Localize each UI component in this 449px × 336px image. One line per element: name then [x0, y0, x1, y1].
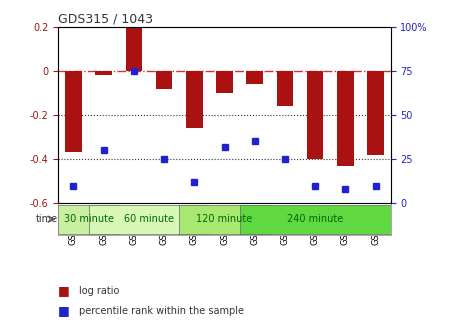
- Bar: [156, 71, 172, 89]
- Text: ■: ■: [58, 284, 70, 297]
- Text: time: time: [36, 214, 58, 224]
- Bar: [247, 71, 263, 84]
- Text: 240 minute: 240 minute: [287, 214, 343, 224]
- Bar: [307, 71, 323, 159]
- Text: percentile rank within the sample: percentile rank within the sample: [79, 306, 243, 316]
- Bar: [95, 71, 112, 75]
- Text: ■: ■: [58, 304, 70, 317]
- Bar: [186, 71, 202, 128]
- Bar: [65, 71, 82, 153]
- Bar: [126, 27, 142, 71]
- Bar: [58, 205, 119, 234]
- Bar: [88, 205, 209, 234]
- Text: 30 minute: 30 minute: [64, 214, 114, 224]
- Bar: [216, 71, 233, 93]
- Bar: [179, 205, 270, 234]
- Bar: [240, 205, 391, 234]
- Text: 60 minute: 60 minute: [124, 214, 174, 224]
- Bar: [337, 71, 354, 166]
- Text: GDS315 / 1043: GDS315 / 1043: [58, 13, 154, 26]
- Bar: [277, 71, 293, 106]
- Text: 120 minute: 120 minute: [196, 214, 253, 224]
- Text: log ratio: log ratio: [79, 286, 119, 296]
- Bar: [367, 71, 384, 155]
